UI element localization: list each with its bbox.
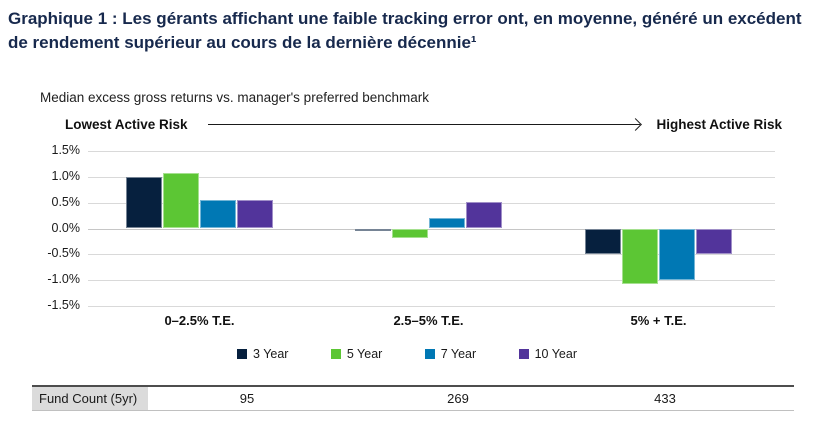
bar-3-year-3	[585, 228, 621, 255]
highest-active-risk-label: Highest Active Risk	[656, 117, 782, 132]
figure-title: Graphique 1 : Les gérants affichant une …	[8, 9, 802, 52]
legend-item-3-year: 3 Year	[237, 347, 288, 361]
plot-area	[88, 151, 775, 307]
legend-label: 3 Year	[253, 347, 289, 361]
bar-5-year-2	[392, 228, 428, 238]
y-axis-tick-label: -1.0%	[47, 272, 80, 287]
bar-10-year-1	[237, 199, 273, 229]
fund-count-row: Fund Count (5yr) 95 269 433	[32, 387, 794, 410]
arrow-right-icon	[207, 124, 641, 125]
category-label: 2.5–5% T.E.	[393, 313, 464, 328]
bar-10-year-3	[696, 228, 732, 255]
legend-item-7-year: 7 Year	[424, 347, 477, 361]
legend-label: 7 Year	[440, 347, 477, 361]
bar-5-year-1	[163, 172, 199, 229]
legend-swatch-icon	[424, 349, 435, 359]
fund-count-top-border	[32, 385, 794, 387]
bar-7-year-1	[200, 199, 236, 229]
gridline	[88, 202, 775, 204]
y-axis-tick-label: 0.5%	[51, 194, 81, 209]
legend-label: 10 Year	[534, 347, 577, 361]
active-risk-axis: Lowest Active Risk Highest Active Risk	[65, 117, 782, 132]
y-axis-tick-label: -0.5%	[47, 246, 80, 261]
legend-item-10-year: 10 Year	[518, 347, 577, 361]
gridline	[88, 280, 775, 282]
bar-3-year-2	[355, 228, 391, 232]
gridline	[88, 176, 775, 178]
legend-swatch-icon	[330, 349, 341, 359]
legend-swatch-icon	[518, 349, 529, 359]
chart-legend: 3 Year 5 Year 7 Year 10 Year	[237, 347, 577, 361]
y-axis-tick-label: -1.5%	[47, 298, 80, 312]
lowest-active-risk-label: Lowest Active Risk	[65, 117, 188, 132]
category-axis: 0–2.5% T.E. 2.5–5% T.E. 5% + T.E.	[88, 313, 775, 331]
gridline	[88, 306, 775, 307]
y-axis-tick-label: 1.5%	[51, 143, 81, 157]
fund-count-value: 269	[447, 391, 469, 406]
gridline	[88, 151, 775, 152]
fund-count-value: 95	[239, 391, 255, 406]
bar-5-year-3	[622, 228, 658, 285]
y-axis-tick-label: 1.0%	[51, 168, 81, 183]
bar-10-year-2	[466, 202, 502, 229]
bar-7-year-3	[659, 228, 695, 281]
category-label: 0–2.5% T.E.	[164, 313, 235, 328]
fund-count-label: Fund Count (5yr)	[32, 387, 148, 410]
category-label: 5% + T.E.	[630, 313, 687, 328]
gridline	[88, 254, 775, 256]
fund-count-value: 433	[654, 391, 676, 406]
bar-3-year-1	[126, 176, 162, 229]
y-axis-tick-label: 0.0%	[51, 220, 81, 235]
legend-label: 5 Year	[346, 347, 383, 361]
legend-swatch-icon	[237, 349, 247, 359]
legend-item-5-year: 5 Year	[330, 347, 383, 361]
fund-count-bottom-border	[32, 410, 794, 411]
gridline	[88, 228, 775, 230]
bar-7-year-2	[429, 217, 465, 229]
chart-subtitle: Median excess gross returns vs. manager'…	[40, 90, 429, 105]
